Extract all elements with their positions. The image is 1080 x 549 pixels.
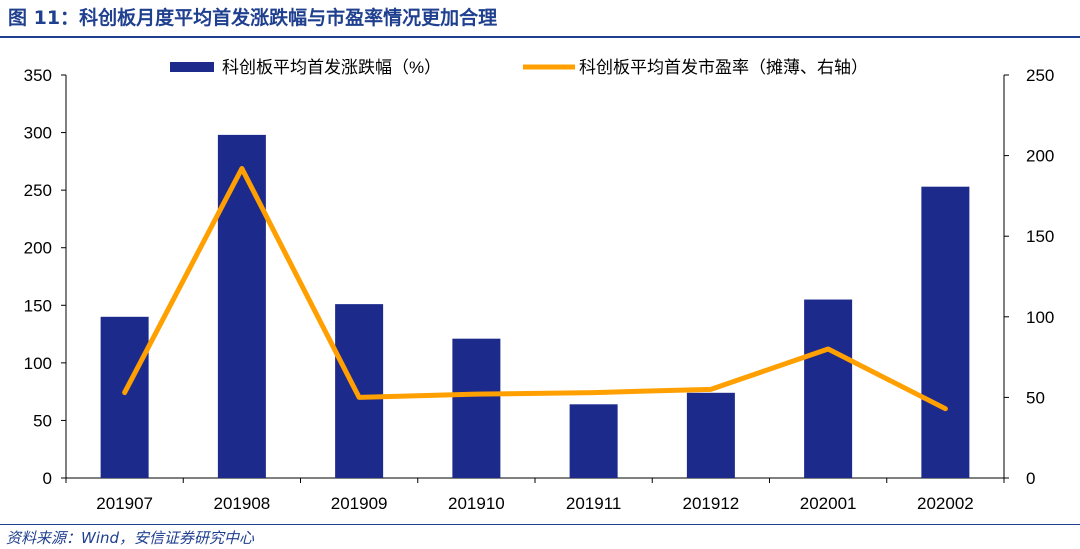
x-tick-label: 201911 [566, 494, 621, 513]
x-tick-label: 202002 [917, 494, 974, 513]
x-tick-label: 202001 [800, 494, 857, 513]
title-divider [0, 36, 1080, 38]
figure-title-text: 科创板月度平均首发涨跌幅与市盈率情况更加合理 [79, 7, 498, 29]
y-right-tick-label: 150 [1026, 227, 1054, 246]
figure-number: 图 11： [8, 7, 80, 29]
line-point [475, 393, 477, 395]
bar [100, 316, 149, 478]
line-point [710, 388, 712, 390]
bar [217, 134, 266, 479]
chart-legend: 科创板平均首发涨跌幅（%） 科创板平均首发市盈率（摊薄、右轴） [170, 58, 868, 77]
y-left-tick-label: 150 [24, 296, 52, 315]
line-point [124, 392, 126, 394]
bar [804, 299, 853, 478]
bar-series [100, 134, 970, 479]
bar [335, 304, 384, 478]
x-tick-label: 201909 [331, 494, 388, 513]
y-right-tick-label: 100 [1026, 308, 1054, 327]
line-series [122, 165, 948, 412]
y-left-tick-label: 250 [24, 181, 52, 200]
source-note: 资料来源：Wind，安信证券研究中心 [6, 529, 255, 547]
x-tick-label: 201908 [214, 494, 271, 513]
y-left-tick-label: 50 [33, 411, 52, 430]
figure-title: 图 11：科创板月度平均首发涨跌幅与市盈率情况更加合理 [8, 4, 497, 32]
y-right-tick-label: 0 [1026, 469, 1035, 488]
line-point [827, 348, 829, 350]
bar [921, 186, 970, 478]
bar [686, 392, 735, 478]
y-left-tick-label: 350 [24, 66, 52, 85]
legend-bar-swatch [170, 62, 214, 72]
y-left-tick-label: 200 [24, 239, 52, 258]
legend-line-label: 科创板平均首发市盈率（摊薄、右轴） [579, 58, 868, 77]
bar [452, 338, 501, 478]
y-left-tick-label: 100 [24, 354, 52, 373]
y-right-tick-label: 50 [1026, 388, 1045, 407]
y-right-tick-label: 200 [1026, 147, 1054, 166]
y-right-tick-label: 250 [1026, 66, 1054, 85]
x-tick-label: 201910 [448, 494, 505, 513]
legend-bar-label: 科创板平均首发涨跌幅（%） [222, 58, 441, 77]
x-tick-label: 201912 [683, 494, 740, 513]
y-left-tick-label: 0 [43, 469, 52, 488]
bar [569, 404, 618, 478]
line-point [358, 396, 360, 398]
line-point [593, 392, 595, 394]
line-point [944, 408, 946, 410]
x-tick-label: 201907 [96, 494, 153, 513]
y-left-tick-label: 300 [24, 124, 52, 143]
line-point [241, 167, 243, 169]
footer-divider [0, 524, 1080, 525]
chart-axes: 0 50 100 150 200 250 300 350 0 50 100 150 200 250 2019… [24, 66, 1055, 513]
line-path [122, 165, 948, 412]
chart: 0 50 100 150 200 250 300 350 0 50 100 150 200 250 2019… [24, 58, 1055, 513]
